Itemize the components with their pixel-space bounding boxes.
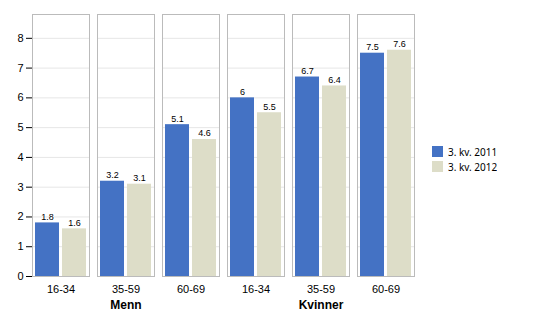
- svg-text:7: 7: [17, 62, 23, 74]
- svg-text:16-34: 16-34: [242, 283, 270, 295]
- svg-text:1.8: 1.8: [41, 212, 54, 222]
- svg-text:5: 5: [17, 121, 23, 133]
- svg-text:5.5: 5.5: [263, 102, 276, 112]
- svg-text:Menn: Menn: [110, 298, 141, 312]
- svg-text:60-69: 60-69: [372, 283, 400, 295]
- html-text:3. kv. 2011: 3. kv. 2011: [448, 144, 498, 159]
- svg-text:7.5: 7.5: [366, 42, 379, 52]
- html-text:3. kv. 2012: 3. kv. 2012: [448, 159, 498, 174]
- svg-text:3: 3: [17, 181, 23, 193]
- svg-text:8: 8: [17, 32, 23, 44]
- svg-text:4: 4: [17, 151, 23, 163]
- svg-text:16-34: 16-34: [47, 283, 75, 295]
- svg-text:4.6: 4.6: [198, 128, 211, 138]
- svg-text:35-59: 35-59: [307, 283, 335, 295]
- svg-text:1.6: 1.6: [68, 218, 81, 228]
- svg-text:2: 2: [17, 210, 23, 222]
- svg-text:6.7: 6.7: [301, 66, 314, 76]
- svg-text:Kvinner: Kvinner: [299, 298, 344, 312]
- svg-text:6: 6: [17, 91, 23, 103]
- svg-text:6: 6: [240, 87, 245, 97]
- svg-text:3.1: 3.1: [133, 173, 146, 183]
- svg-text:0: 0: [17, 270, 23, 282]
- svg-text:7.6: 7.6: [393, 39, 406, 49]
- svg-text:3.2: 3.2: [106, 170, 119, 180]
- svg-text:5.1: 5.1: [171, 114, 184, 124]
- svg-text:6.4: 6.4: [328, 75, 341, 85]
- svg-text:35-59: 35-59: [112, 283, 140, 295]
- svg-text:60-69: 60-69: [177, 283, 205, 295]
- svg-text:1: 1: [17, 240, 23, 252]
